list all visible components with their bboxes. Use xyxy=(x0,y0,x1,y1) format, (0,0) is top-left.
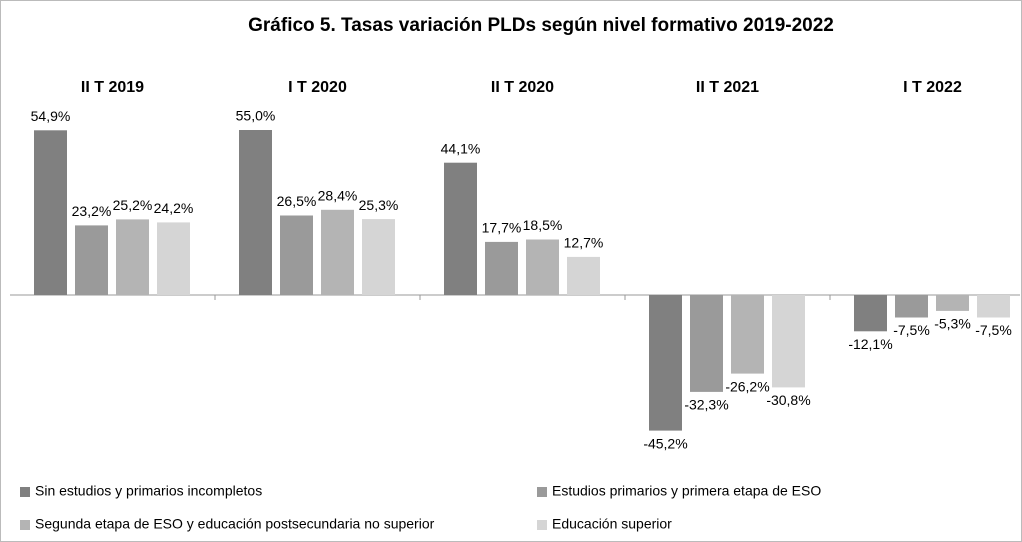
value-label: 23,2% xyxy=(72,203,112,219)
value-label: -7,5% xyxy=(975,322,1012,338)
value-label: 17,7% xyxy=(482,220,522,236)
category-label: II T 2021 xyxy=(696,79,759,96)
category-label: I T 2022 xyxy=(903,79,962,96)
value-label: -7,5% xyxy=(893,322,930,338)
bar xyxy=(526,239,559,295)
chart-title: Gráfico 5. Tasas variación PLDs según ni… xyxy=(248,15,834,36)
value-label: -30,8% xyxy=(766,392,810,408)
value-label: 25,3% xyxy=(359,197,399,213)
bar xyxy=(690,295,723,392)
bar xyxy=(485,241,518,295)
value-label: -5,3% xyxy=(934,316,971,332)
legend-swatch xyxy=(20,520,30,530)
value-label: 12,7% xyxy=(564,235,604,251)
bar xyxy=(936,295,969,311)
legend-swatch xyxy=(20,487,30,497)
value-label: 54,9% xyxy=(31,108,71,124)
bar xyxy=(649,295,682,431)
bar xyxy=(567,256,600,295)
bar xyxy=(321,209,354,295)
value-label: 44,1% xyxy=(441,140,481,156)
legend-label: Educación superior xyxy=(552,516,672,532)
bar xyxy=(280,215,313,295)
legend-label: Estudios primarios y primera etapa de ES… xyxy=(552,483,821,499)
value-label: 28,4% xyxy=(318,188,358,204)
bar xyxy=(854,295,887,332)
value-label: 55,0% xyxy=(236,108,276,124)
value-label: 26,5% xyxy=(277,193,317,209)
value-label: 24,2% xyxy=(154,200,194,216)
legend-swatch xyxy=(537,520,547,530)
bar xyxy=(116,219,149,295)
bar xyxy=(895,295,928,318)
category-label: II T 2020 xyxy=(491,79,554,96)
value-label: -45,2% xyxy=(643,435,687,451)
legend-swatch xyxy=(537,487,547,497)
bar xyxy=(444,162,477,295)
legend-label: Sin estudios y primarios incompletos xyxy=(35,483,262,499)
bar xyxy=(34,130,67,295)
value-label: -32,3% xyxy=(684,397,728,413)
bar xyxy=(772,295,805,388)
category-label: II T 2019 xyxy=(81,79,144,96)
bar xyxy=(731,295,764,374)
value-label: -12,1% xyxy=(848,336,892,352)
bar xyxy=(75,225,108,295)
bar xyxy=(239,130,272,295)
value-label: -26,2% xyxy=(725,378,769,394)
category-label: I T 2020 xyxy=(288,79,347,96)
bar xyxy=(362,219,395,295)
bar xyxy=(977,295,1010,318)
value-label: 25,2% xyxy=(113,197,153,213)
legend-label: Segunda etapa de ESO y educación postsec… xyxy=(35,516,435,532)
value-label: 18,5% xyxy=(523,217,563,233)
bar xyxy=(157,222,190,295)
